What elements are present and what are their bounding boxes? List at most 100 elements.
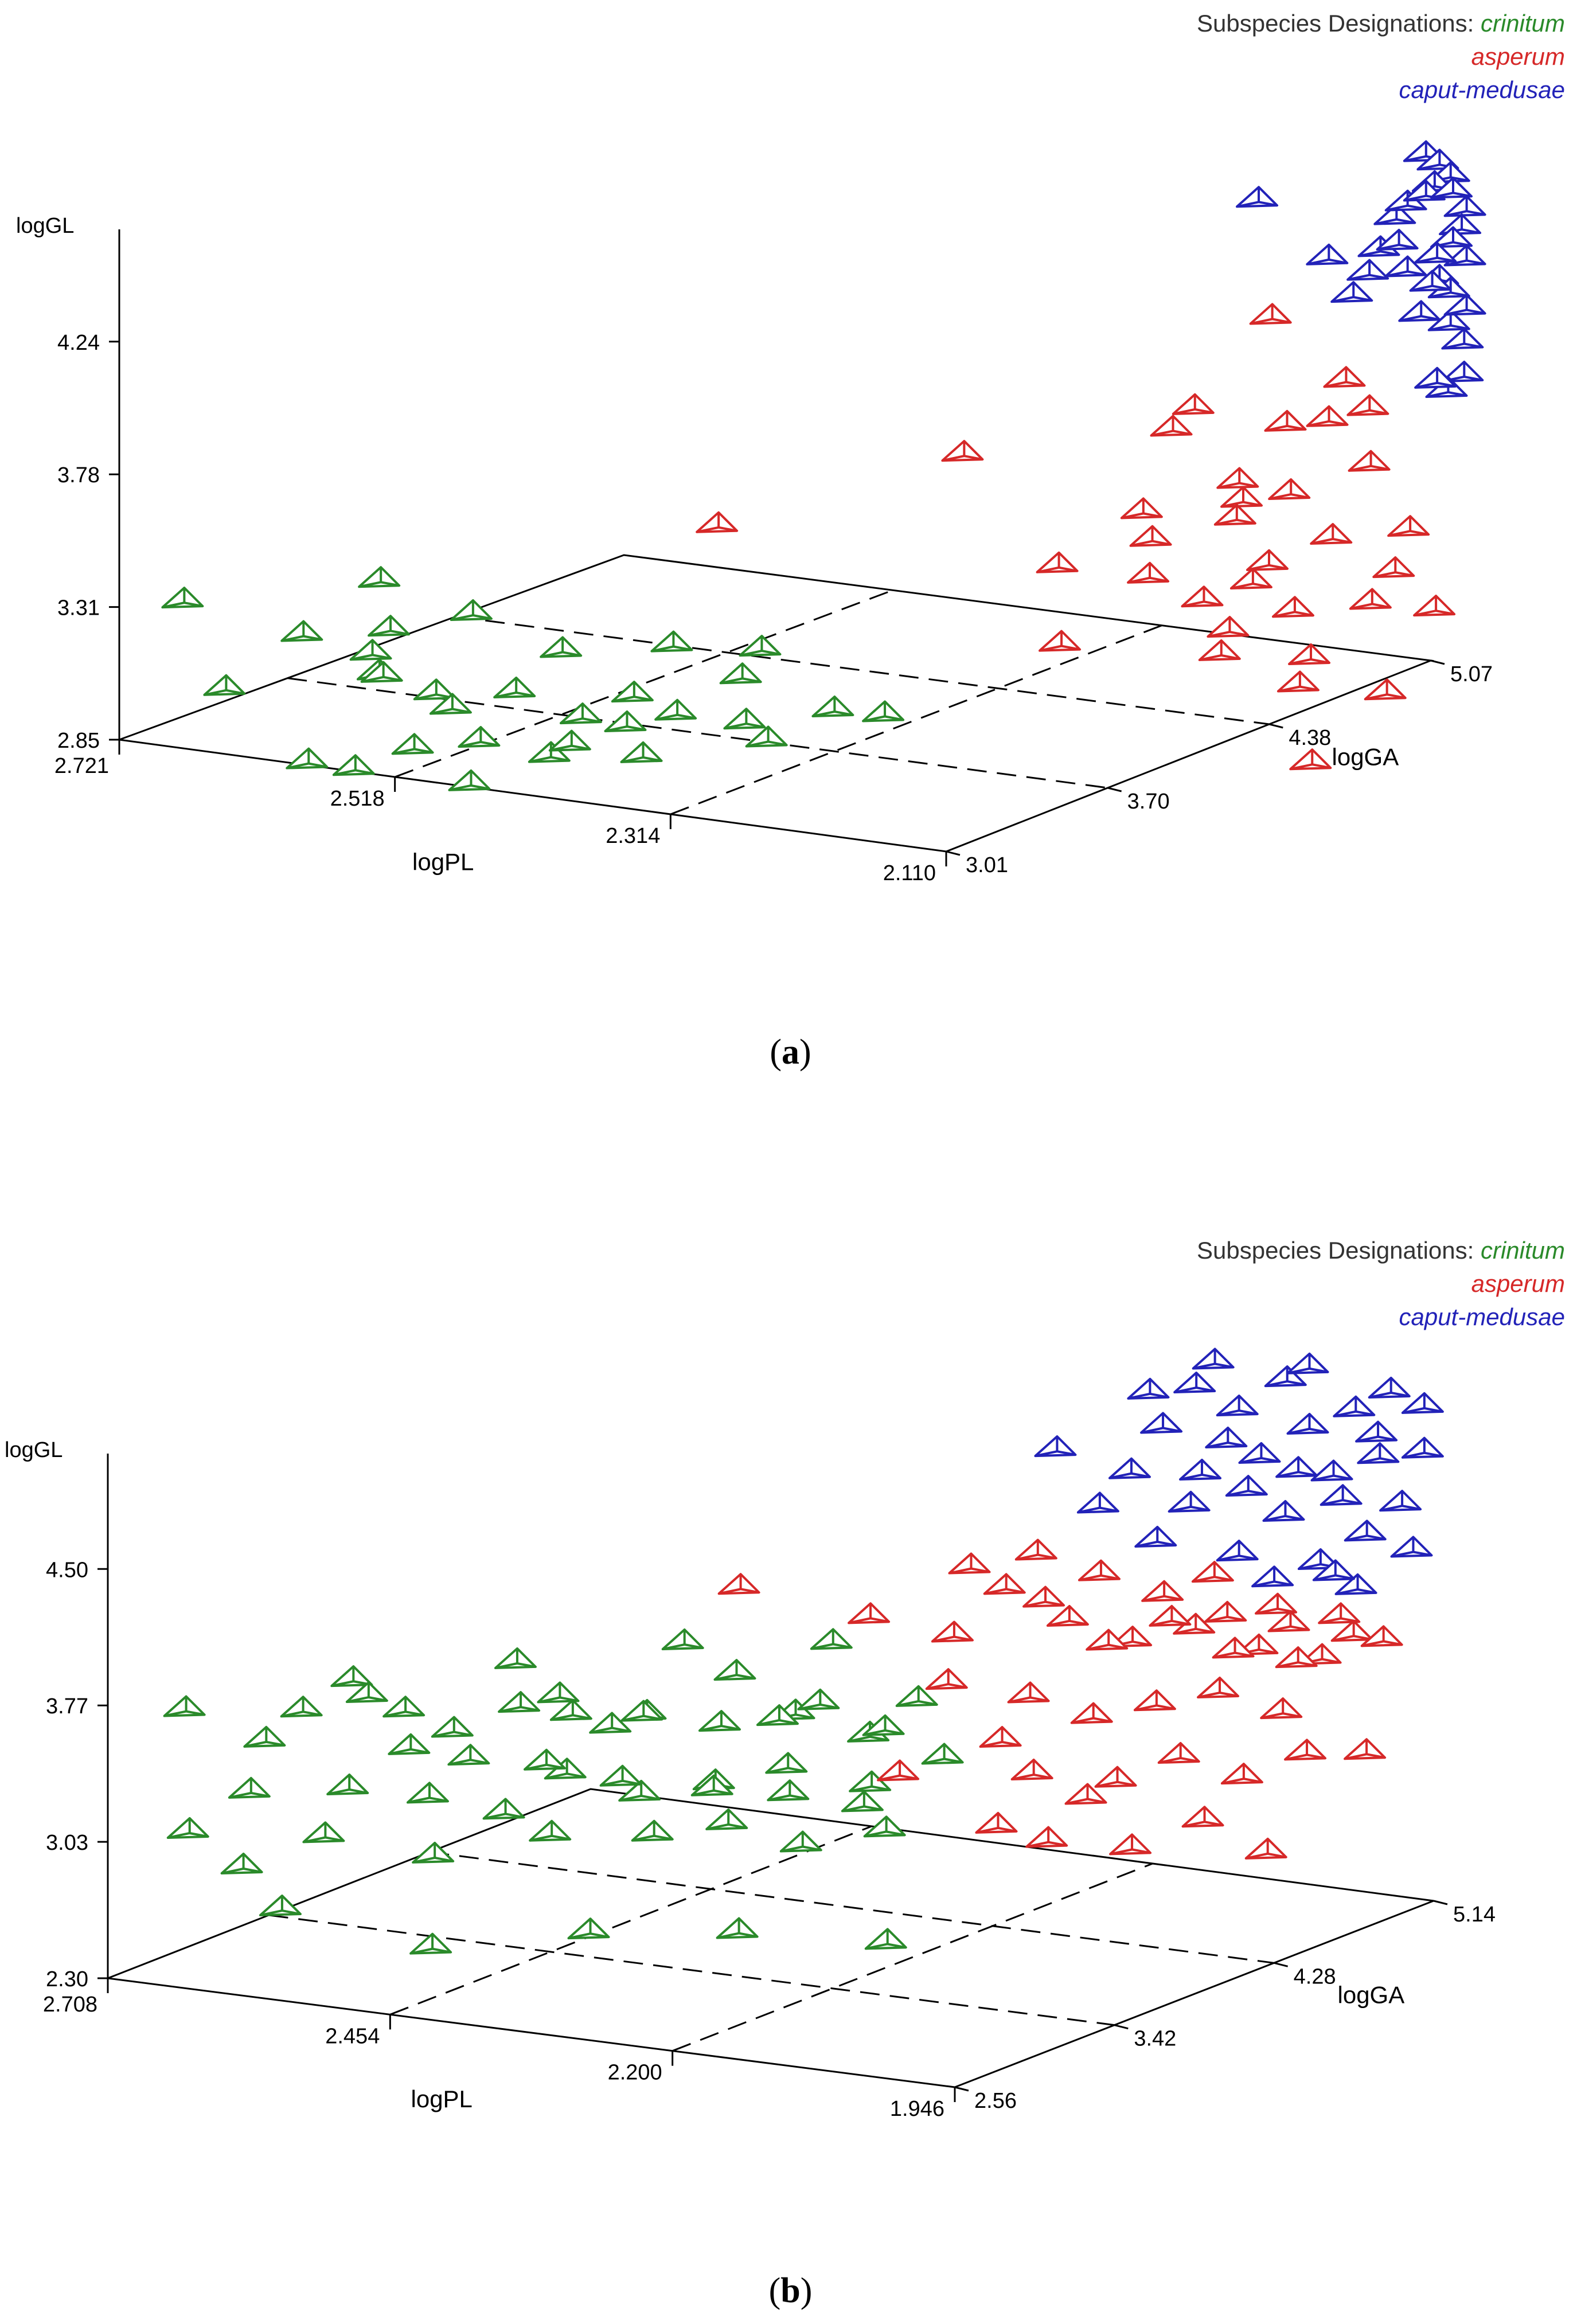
scatter-point-caput-medusae: [1379, 1490, 1422, 1512]
legend-heading: Subspecies Designations:: [1197, 1237, 1474, 1264]
scatter-point-crinitum: [166, 1817, 209, 1839]
scatter-point-caput-medusae: [1384, 255, 1427, 278]
scatter-point-caput-medusae: [1076, 1491, 1119, 1514]
scatter-point-crinitum: [620, 741, 663, 763]
scatter-point-caput-medusae: [1205, 1426, 1248, 1448]
scatter-point-asperum: [1133, 1689, 1176, 1712]
scatter-point-crinitum: [537, 1681, 580, 1704]
scatter-point-asperum: [1268, 478, 1311, 501]
x-tick-label: 2.518: [330, 787, 385, 811]
legend-item-crinitum: crinitum: [1480, 1237, 1565, 1264]
scatter-point-caput-medusae: [1216, 1540, 1259, 1562]
scatter-point-asperum: [1109, 1833, 1152, 1856]
scatter-point-crinitum: [345, 1681, 388, 1703]
scatter-point-crinitum: [723, 708, 766, 730]
scatter-point-caput-medusae: [1236, 186, 1279, 208]
scatter-point-caput-medusae: [1355, 1420, 1398, 1443]
scatter-point-asperum: [1346, 394, 1389, 416]
x-tick-label: 2.721: [54, 754, 109, 778]
legend-item-caput-medusae: caput-medusae: [1399, 76, 1565, 103]
scatter-point-caput-medusae: [1262, 1499, 1305, 1522]
scatter-point-caput-medusae: [1108, 1457, 1151, 1479]
scatter-point-asperum: [1220, 486, 1263, 508]
x-tick-label: 1.946: [890, 2097, 944, 2121]
legend-item-asperum: asperum: [1471, 1270, 1565, 1297]
scatter-point-asperum: [877, 1759, 920, 1782]
legend-item-caput-medusae: caput-medusae: [1399, 1303, 1565, 1330]
scatter-point-asperum: [1249, 303, 1292, 325]
scatter-point-asperum: [1150, 415, 1193, 437]
y-tick-label: 3.01: [966, 853, 1008, 877]
scatter-point-asperum: [1318, 1602, 1361, 1624]
scatter-point-asperum: [1198, 639, 1241, 661]
x-tick-label: 2.454: [325, 2024, 380, 2048]
z-axis-label: logGL: [5, 1438, 63, 1462]
scatter-point-asperum: [1181, 585, 1224, 608]
scatter-point-asperum: [1025, 1826, 1068, 1848]
scatter-point-crinitum: [259, 1895, 302, 1917]
scatter-point-caput-medusae: [1443, 195, 1486, 217]
scatter-point-crinitum: [862, 700, 905, 722]
scatter-point-crinitum: [280, 1696, 323, 1718]
legend-a: Subspecies Designations: crinitum asperu…: [1197, 7, 1565, 107]
scatter-point-crinitum: [841, 1790, 884, 1813]
scatter-point-caput-medusae: [1173, 1372, 1216, 1394]
scatter-point-asperum: [1267, 1610, 1310, 1632]
scatter-point-asperum: [1387, 515, 1430, 537]
scatter3d-chart-a: 2.85 3.31 3.78 4.24 logGL 2.721 2.518 2.314 2.11…: [16, 140, 1493, 885]
scatter-point-asperum: [1413, 595, 1456, 617]
scatter-point-crinitum: [811, 696, 854, 718]
scatter-point-caput-medusae: [1414, 241, 1457, 264]
x-tick-label: 2.708: [43, 1993, 97, 2017]
legend-b: Subspecies Designations: crinitum asperu…: [1197, 1234, 1565, 1334]
scatter-point-caput-medusae: [1286, 1352, 1329, 1374]
scatter-point-caput-medusae: [1414, 366, 1457, 389]
scatter-point-crinitum: [650, 630, 693, 653]
scatter-point-caput-medusae: [1320, 1484, 1363, 1506]
scatter-point-asperum: [1070, 1702, 1113, 1724]
caption-a: (a): [770, 1033, 811, 1072]
scatter-point-crinitum: [690, 1774, 733, 1796]
scatter-point-asperum: [1289, 748, 1332, 771]
scatter-point-crinitum: [349, 639, 392, 661]
caption-b: (b): [768, 2271, 813, 2310]
caption-label: b: [780, 2271, 801, 2310]
caption-label: a: [782, 1033, 799, 1072]
scatter-point-caput-medusae: [1333, 1395, 1376, 1417]
scatter-point-asperum: [1360, 1625, 1403, 1647]
scatter-point-crinitum: [765, 1752, 808, 1774]
scatter-point-asperum: [925, 1668, 968, 1690]
scatter-point-asperum: [1191, 1561, 1234, 1583]
scatter-point-asperum: [1284, 1739, 1327, 1761]
scatter-point-asperum: [1197, 1676, 1240, 1698]
scatter-point-crinitum: [631, 1819, 674, 1842]
scatter-point-asperum: [1078, 1559, 1121, 1581]
scatter-point-crinitum: [548, 729, 591, 752]
scatter-point-asperum: [1288, 643, 1331, 665]
scatter-point-crinitum: [810, 1628, 853, 1650]
scatter-point-asperum: [1127, 561, 1170, 584]
z-tick-label: 3.31: [57, 596, 100, 620]
scatter-point-asperum: [975, 1811, 1018, 1834]
y-tick: [1107, 787, 1122, 792]
scatter-point-crinitum: [705, 1808, 748, 1830]
scatter-point-crinitum: [589, 1712, 632, 1734]
scatter-point-caput-medusae: [1439, 213, 1482, 236]
scatter-point-caput-medusae: [1368, 1376, 1411, 1399]
scatter-point-asperum: [1220, 1763, 1263, 1785]
scatter-point-crinitum: [412, 1841, 455, 1864]
scatter-point-crinitum: [326, 1773, 369, 1795]
scatter-point-crinitum: [523, 1748, 566, 1771]
scatter-point-crinitum: [895, 1685, 938, 1707]
grid-line-logga: [268, 1914, 1115, 2026]
scatter-point-asperum: [1344, 1738, 1387, 1760]
scatter-point-crinitum: [921, 1743, 964, 1765]
scatter-point-asperum: [1330, 1620, 1373, 1642]
scatter-point-crinitum: [286, 747, 329, 770]
scatter-point-asperum: [1310, 523, 1353, 545]
scatter-point-asperum: [1276, 670, 1320, 693]
y-tick-label: 2.56: [974, 2089, 1017, 2113]
scatter-point-caput-medusae: [1312, 1559, 1355, 1581]
scatter-point-crinitum: [529, 1819, 572, 1842]
scatter-point-crinitum: [599, 1764, 642, 1787]
